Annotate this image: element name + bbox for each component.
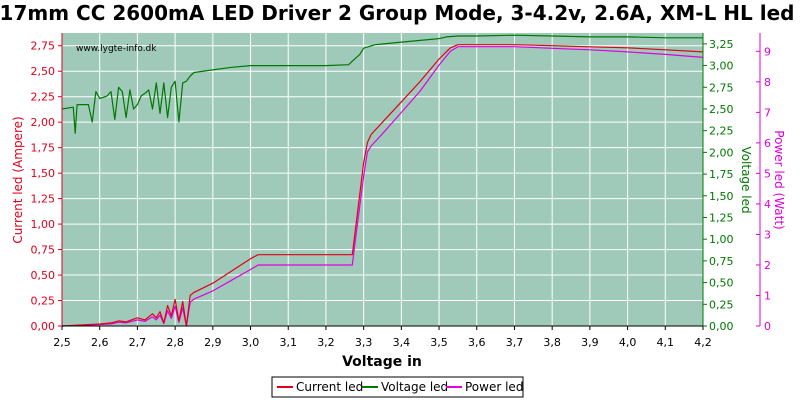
series-line-voltage-led (61, 34, 703, 134)
y-right1-tick-label: 1,25 (709, 211, 734, 224)
y-left-tick-label: 2,00 (31, 116, 56, 129)
plot-area: www.lygte-info.dk (61, 33, 704, 327)
y-left-tick-label: 2,75 (31, 40, 56, 53)
y-right1-tick-label: 0,75 (709, 255, 734, 268)
x-tick-label: 4,0 (619, 336, 637, 349)
y-right2-tick-label: 8 (764, 76, 771, 89)
x-tick-label: 3,3 (355, 336, 373, 349)
x-tick-label: 4,2 (694, 336, 712, 349)
y-right2-tick-label: 3 (764, 228, 771, 241)
y-right2-tick-label: 2 (764, 259, 771, 272)
y-right1-tick-label: 1,75 (709, 168, 734, 181)
x-tick-label: 3,0 (242, 336, 260, 349)
x-tick-label: 2,7 (129, 336, 147, 349)
y-axis-right2-title: Power led (Watt) (772, 130, 786, 229)
y-right2-tick-label: 9 (764, 45, 771, 58)
x-tick-label: 3,6 (468, 336, 486, 349)
y-right2-tick-label: 7 (764, 106, 771, 119)
y-left-tick-label: 1,00 (31, 218, 56, 231)
legend-label: Power led (465, 380, 523, 394)
series-line-power-led (61, 46, 704, 327)
legend-label: Current led (296, 380, 363, 394)
y-right1-tick-label: 2,50 (709, 103, 734, 116)
y-left-tick-label: 0,25 (31, 295, 56, 308)
legend-box (271, 376, 524, 398)
y-left-tick-label: 0,75 (31, 244, 56, 257)
y-right1-tick-label: 0,50 (709, 277, 734, 290)
x-axis-title: Voltage in (342, 354, 422, 370)
y-left-tick-label: 1,25 (31, 193, 56, 206)
y-right1-tick-label: 1,00 (709, 233, 734, 246)
x-tick-label: 3,1 (279, 336, 297, 349)
series-line-current-led (61, 44, 704, 327)
y-right1-tick-label: 2,75 (709, 81, 734, 94)
y-right2-tick-label: 6 (764, 137, 771, 150)
y-left-tick-label: 0,00 (31, 320, 56, 333)
x-tick-label: 3,5 (430, 336, 448, 349)
x-tick-label: 3,9 (581, 336, 599, 349)
y-right1-tick-label: 3,00 (709, 60, 734, 73)
series-layer (61, 34, 704, 327)
grid (61, 33, 704, 327)
y-right2-tick-label: 1 (764, 289, 771, 302)
y-right2-tick-label: 0 (764, 320, 771, 333)
y-right1-tick-label: 2,00 (709, 146, 734, 159)
y-left-tick-label: 2,25 (31, 91, 56, 104)
chart-title: 17mm CC 2600mA LED Driver 2 Group Mode, … (0, 1, 794, 25)
y-left-tick-label: 0,50 (31, 269, 56, 282)
x-tick-label: 2,8 (166, 336, 184, 349)
plot-background (62, 33, 703, 326)
legend-items: Current led Voltage led Power led (277, 380, 523, 394)
y-axis-left-title: Current led (Ampere) (11, 116, 25, 243)
y-right1-tick-label: 3,25 (709, 38, 734, 51)
x-tick-label: 3,4 (393, 336, 411, 349)
x-tick-label: 3,8 (543, 336, 561, 349)
x-tick-label: 2,5 (53, 336, 71, 349)
y-right1-tick-label: 2,25 (709, 125, 734, 138)
legend: Current led Voltage led Power led (271, 376, 524, 398)
y-axis-right1-title: Voltage led (739, 146, 753, 213)
y-right1-tick-label: 1,50 (709, 190, 734, 203)
y-right1-tick-label: 0,25 (709, 298, 734, 311)
y-left-tick-label: 1,75 (31, 142, 56, 155)
y-left-tick-label: 2,50 (31, 65, 56, 78)
x-tick-label: 3,7 (506, 336, 524, 349)
legend-label: Voltage led (381, 380, 448, 394)
x-tick-label: 2,9 (204, 336, 222, 349)
axes: 2,5 2,6 2,7 2,8 2,9 3,0 3,1 3,2 3,3 3,4 3,5 3,6 3,7 3… (31, 33, 771, 349)
x-tick-label: 4,1 (657, 336, 675, 349)
y-right2-tick-label: 5 (764, 167, 771, 180)
y-right1-tick-label: 0,00 (709, 320, 734, 333)
y-left-tick-label: 1,50 (31, 167, 56, 180)
watermark: www.lygte-info.dk (76, 44, 157, 54)
x-tick-label: 2,6 (91, 336, 109, 349)
x-tick-label: 3,2 (317, 336, 335, 349)
y-right2-tick-label: 4 (764, 198, 771, 211)
